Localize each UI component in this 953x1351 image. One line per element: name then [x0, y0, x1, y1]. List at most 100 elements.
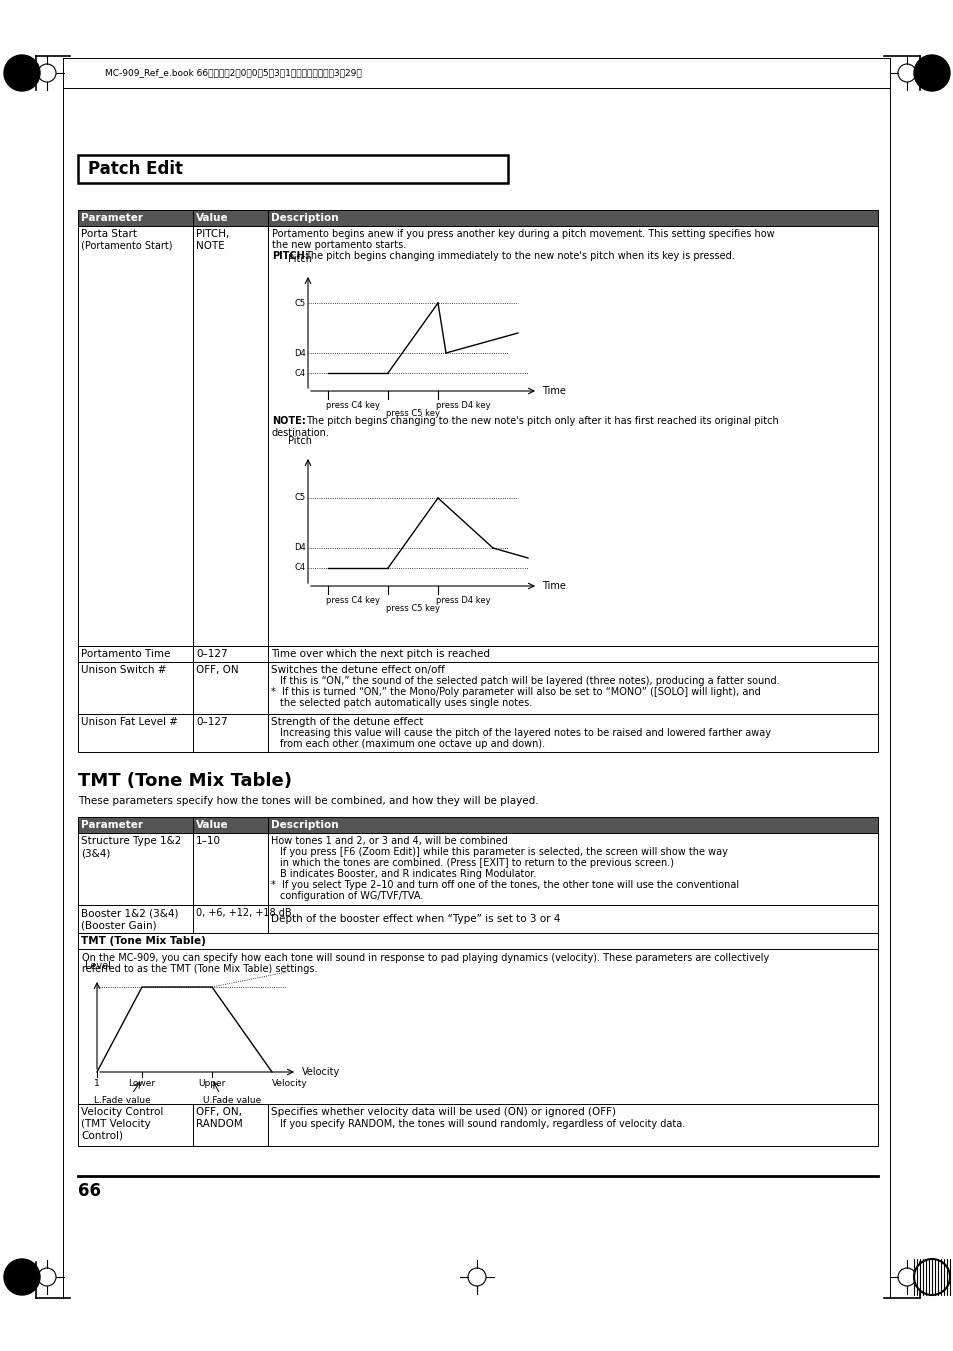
Bar	[78, 1104, 193, 1146]
Text: Specifies whether velocity data will be used (ON) or ignored (OFF): Specifies whether velocity data will be …	[271, 1106, 616, 1117]
Text: Upper: Upper	[198, 1079, 226, 1088]
Bar	[268, 713, 877, 753]
Text: (Booster Gain): (Booster Gain)	[81, 920, 156, 929]
Text: Structure Type 1&2: Structure Type 1&2	[81, 836, 181, 846]
Text: L.Fade value: L.Fade value	[93, 1096, 151, 1105]
Bar	[193, 646, 268, 662]
Text: Switches the detune effect on/off: Switches the detune effect on/off	[271, 665, 444, 676]
Text: (Portamento Start): (Portamento Start)	[81, 240, 172, 251]
Text: Strength of the detune effect: Strength of the detune effect	[271, 717, 423, 727]
Text: 66: 66	[78, 1182, 101, 1200]
Text: the selected patch automatically uses single notes.: the selected patch automatically uses si…	[280, 698, 532, 708]
Text: Value: Value	[195, 820, 229, 830]
Text: OFF, ON,: OFF, ON,	[195, 1106, 242, 1117]
Circle shape	[4, 55, 40, 91]
Text: press C5 key: press C5 key	[386, 409, 439, 417]
Text: D4: D4	[294, 349, 306, 358]
Text: Velocity: Velocity	[272, 1079, 308, 1088]
Bar	[268, 1104, 877, 1146]
Bar	[193, 817, 268, 834]
Text: C4: C4	[294, 369, 306, 377]
Text: NOTE: NOTE	[195, 240, 225, 251]
Text: Velocity Control: Velocity Control	[81, 1106, 163, 1117]
Text: referred to as the TMT (Tone Mix Table) settings.: referred to as the TMT (Tone Mix Table) …	[82, 965, 317, 974]
Text: Time over which the next pitch is reached: Time over which the next pitch is reache…	[271, 648, 490, 659]
Bar	[78, 817, 193, 834]
Text: Level: Level	[85, 961, 111, 971]
Text: from each other (maximum one octave up and down).: from each other (maximum one octave up a…	[280, 739, 544, 748]
Circle shape	[913, 1259, 949, 1296]
Text: Depth of the booster effect when “Type” is set to 3 or 4: Depth of the booster effect when “Type” …	[271, 915, 559, 924]
Bar	[268, 834, 877, 905]
Bar	[193, 662, 268, 713]
Text: PITCH,: PITCH,	[195, 230, 229, 239]
Text: 0, +6, +12, +18 dB: 0, +6, +12, +18 dB	[195, 908, 292, 917]
Bar	[78, 209, 193, 226]
Bar	[268, 226, 877, 646]
Text: the new portamento starts.: the new portamento starts.	[272, 240, 406, 250]
Bar	[193, 226, 268, 646]
Text: Porta Start: Porta Start	[81, 230, 137, 239]
Text: TMT (Tone Mix Table): TMT (Tone Mix Table)	[81, 936, 206, 946]
Text: destination.: destination.	[272, 428, 330, 438]
Bar	[78, 834, 193, 905]
Text: C5: C5	[294, 493, 306, 503]
Text: Portamento Time: Portamento Time	[81, 648, 171, 659]
Text: Value: Value	[195, 213, 229, 223]
Circle shape	[913, 55, 949, 91]
Text: Increasing this value will cause the pitch of the layered notes to be raised and: Increasing this value will cause the pit…	[280, 728, 770, 738]
Text: Pitch: Pitch	[288, 436, 312, 446]
Text: press D4 key: press D4 key	[436, 401, 490, 409]
Bar	[268, 209, 877, 226]
Text: configuration of WG/TVF/TVA.: configuration of WG/TVF/TVA.	[280, 892, 423, 901]
Bar	[78, 934, 877, 948]
Text: RANDOM: RANDOM	[195, 1119, 242, 1129]
Bar	[193, 905, 268, 934]
Text: B indicates Booster, and R indicates Ring Modulator.: B indicates Booster, and R indicates Rin…	[280, 869, 536, 880]
Circle shape	[4, 1259, 40, 1296]
Text: *  If this is turned “ON,” the Mono/Poly parameter will also be set to “MONO” ([: * If this is turned “ON,” the Mono/Poly …	[271, 688, 760, 697]
Text: Unison Fat Level #: Unison Fat Level #	[81, 717, 178, 727]
Text: TMT (Tone Mix Table): TMT (Tone Mix Table)	[78, 771, 292, 790]
Bar	[268, 646, 877, 662]
Bar	[193, 834, 268, 905]
Text: in which the tones are combined. (Press [EXIT] to return to the previous screen.: in which the tones are combined. (Press …	[280, 858, 673, 867]
Text: C4: C4	[294, 563, 306, 573]
Bar	[78, 155, 507, 182]
Text: NOTE:: NOTE:	[272, 416, 305, 426]
Text: Pitch: Pitch	[288, 254, 312, 263]
Text: OFF, ON: OFF, ON	[195, 665, 238, 676]
Text: Time: Time	[541, 386, 565, 396]
Text: Velocity: Velocity	[302, 1067, 340, 1077]
Text: These parameters specify how the tones will be combined, and how they will be pl: These parameters specify how the tones w…	[78, 796, 538, 807]
Text: Lower: Lower	[129, 1079, 155, 1088]
Text: How tones 1 and 2, or 3 and 4, will be combined: How tones 1 and 2, or 3 and 4, will be c…	[271, 836, 507, 846]
Text: Parameter: Parameter	[81, 213, 143, 223]
Text: (3&4): (3&4)	[81, 848, 111, 858]
Text: If you specify RANDOM, the tones will sound randomly, regardless of velocity dat: If you specify RANDOM, the tones will so…	[280, 1119, 684, 1129]
Bar	[193, 713, 268, 753]
Text: 0–127: 0–127	[195, 717, 228, 727]
Text: 1–10: 1–10	[195, 836, 221, 846]
Text: The pitch begins changing to the new note's pitch only after it has first reache: The pitch begins changing to the new not…	[306, 416, 778, 426]
Bar	[78, 948, 877, 1104]
Bar	[268, 817, 877, 834]
Text: C5: C5	[294, 299, 306, 308]
Text: U.Fade value: U.Fade value	[203, 1096, 261, 1105]
Text: D4: D4	[294, 543, 306, 553]
Bar	[78, 713, 193, 753]
Text: press C4 key: press C4 key	[326, 401, 379, 409]
Bar	[78, 226, 193, 646]
Text: Description: Description	[271, 213, 338, 223]
Bar	[268, 905, 877, 934]
Text: (TMT Velocity: (TMT Velocity	[81, 1119, 151, 1129]
Text: Control): Control)	[81, 1131, 123, 1142]
Bar	[78, 662, 193, 713]
Bar	[193, 209, 268, 226]
Bar	[78, 646, 193, 662]
Text: Unison Switch #: Unison Switch #	[81, 665, 167, 676]
Text: Portamento begins anew if you press another key during a pitch movement. This se: Portamento begins anew if you press anot…	[272, 230, 774, 239]
Bar	[78, 905, 193, 934]
Text: Description: Description	[271, 820, 338, 830]
Text: The pitch begins changing immediately to the new note's pitch when its key is pr: The pitch begins changing immediately to…	[305, 251, 734, 261]
